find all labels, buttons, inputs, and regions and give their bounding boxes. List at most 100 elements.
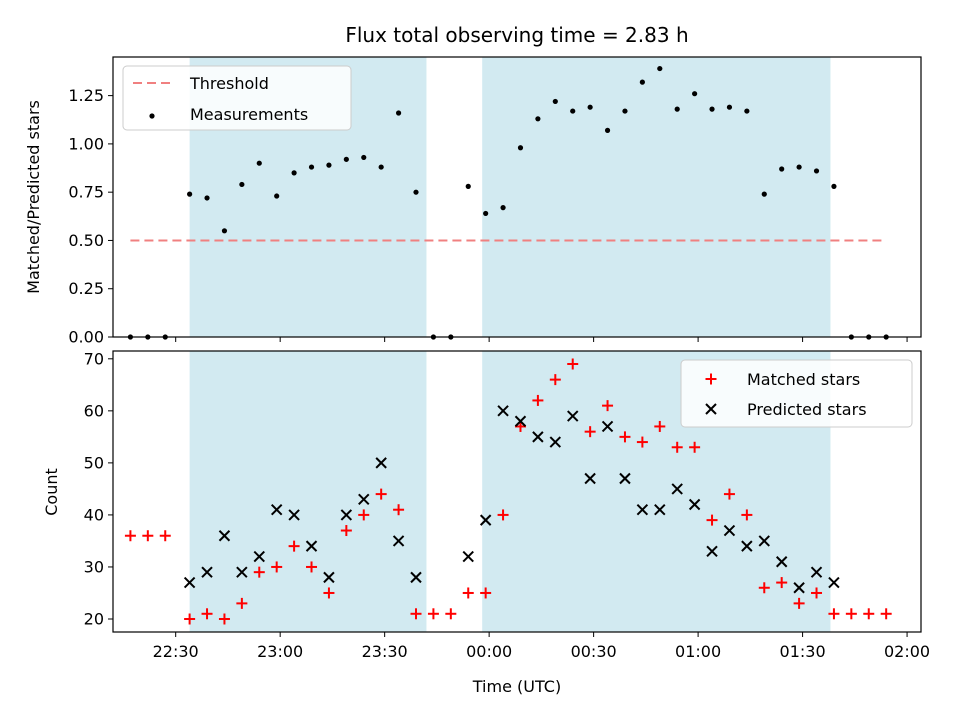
predicted-star-point xyxy=(601,420,614,433)
matched-star-point xyxy=(253,566,265,578)
matched-star-point xyxy=(445,608,457,620)
bottom-axes: 20 30 40 50 60 70 22:30 23:00 23:30 00:00 00:30 01:… xyxy=(84,349,930,661)
cross-b xyxy=(584,472,596,485)
cross-b xyxy=(619,472,631,485)
cross-b xyxy=(358,493,370,506)
predicted-star-point xyxy=(549,436,562,448)
cross-b xyxy=(723,524,736,537)
predicted-star-point xyxy=(532,431,544,443)
cross-b xyxy=(183,576,196,589)
bottom-shaded-intervals xyxy=(189,351,831,632)
measurement-point xyxy=(779,166,785,172)
predicted-star-point xyxy=(410,571,422,584)
cross-b xyxy=(340,509,353,521)
matched-star-point xyxy=(532,394,544,406)
measurement-point xyxy=(308,164,315,170)
matched-star-point xyxy=(776,577,788,589)
cross-b xyxy=(479,514,492,526)
predicted-star-point xyxy=(706,545,718,558)
matched-star-point xyxy=(410,608,422,620)
matched-star-point xyxy=(218,613,230,625)
legend-predicted-swatch xyxy=(705,403,717,415)
measurement-point xyxy=(535,116,541,122)
measurement-point xyxy=(657,65,663,72)
predicted-star-point xyxy=(497,405,509,417)
cross-b xyxy=(567,410,579,422)
measurement-point xyxy=(343,156,349,162)
legend-matched-swatch xyxy=(705,373,717,385)
matched-star-point xyxy=(184,613,196,625)
predicted-star-point xyxy=(236,566,248,578)
measurement-point xyxy=(413,189,419,195)
bottom-legend: Matched stars Predicted stars xyxy=(680,359,913,428)
measurement-point xyxy=(604,127,611,133)
cross-b xyxy=(636,504,649,516)
bottom-panel: 20 30 40 50 60 70 22:30 23:00 23:30 00:00 00:30 01:… xyxy=(84,349,930,661)
cross-b xyxy=(305,540,318,552)
predicted-star-point xyxy=(758,535,770,547)
predicted-star-point xyxy=(810,566,823,578)
measurement-point xyxy=(517,145,524,151)
predicted-star-point xyxy=(514,415,527,427)
chart-title: Flux total observing time = 2.83 h xyxy=(345,23,688,47)
legend-threshold-label: Threshold xyxy=(189,74,269,93)
matched-star-point xyxy=(124,530,136,542)
matched-star-point xyxy=(549,374,561,386)
predicted-star-point xyxy=(723,524,736,537)
cross-b xyxy=(671,483,683,495)
top-axes: 0.00 0.25 0.50 0.75 1.00 1.25 xyxy=(68,56,922,347)
predicted-star-point xyxy=(218,530,231,542)
predicted-star-point xyxy=(636,504,649,516)
legend-box xyxy=(122,65,352,131)
predicted-star-point xyxy=(375,457,387,469)
measurement-point xyxy=(709,106,715,112)
top-y-axis-label: Matched/Predicted stars xyxy=(24,100,43,294)
cross-b xyxy=(532,431,544,443)
cross-b xyxy=(549,436,562,448)
cross-b xyxy=(236,566,248,578)
x-tick-label: 23:00 xyxy=(257,642,303,661)
x-tick-label: 22:30 xyxy=(153,642,199,661)
matched-star-point xyxy=(393,504,405,516)
matched-star-point xyxy=(741,509,753,521)
matched-star-point xyxy=(880,608,892,620)
predicted-star-point xyxy=(270,504,283,516)
y-tick-label: 1.25 xyxy=(68,86,104,105)
cross-b xyxy=(688,498,701,511)
matched-star-point xyxy=(758,582,770,594)
matched-star-point xyxy=(863,608,875,620)
y-tick-label: 0.00 xyxy=(68,328,104,347)
x-tick-label: 02:00 xyxy=(884,642,930,661)
measurement-point xyxy=(326,162,332,168)
measurement-point xyxy=(465,183,471,189)
x-tick-label: 23:30 xyxy=(362,642,408,661)
cross-b xyxy=(218,530,231,542)
matched-star-point xyxy=(845,608,857,620)
matched-star-point xyxy=(427,608,439,620)
measurement-point xyxy=(204,195,210,201)
measurement-point xyxy=(622,108,628,114)
cross-b xyxy=(392,535,405,547)
measurement-point xyxy=(570,108,576,114)
measurement-point xyxy=(831,183,837,189)
predicted-star-point xyxy=(619,472,631,485)
matched-star-point xyxy=(689,441,701,453)
cross-b xyxy=(514,415,527,427)
count-points xyxy=(124,358,892,625)
measurement-point xyxy=(274,193,280,199)
predicted-star-point xyxy=(741,540,753,552)
matched-star-point xyxy=(619,431,631,443)
cross-b xyxy=(705,403,717,415)
predicted-star-point xyxy=(828,576,840,589)
measurement-point xyxy=(726,104,733,110)
matched-star-point xyxy=(236,597,248,609)
measurement-point xyxy=(552,98,558,105)
matched-star-point xyxy=(306,561,318,573)
predicted-star-point xyxy=(462,550,474,563)
y-tick-label: 40 xyxy=(84,505,104,524)
cross-b xyxy=(201,566,213,578)
predicted-star-point xyxy=(340,509,353,521)
predicted-star-point xyxy=(253,550,265,563)
y-tick-label: 1.00 xyxy=(68,134,104,153)
